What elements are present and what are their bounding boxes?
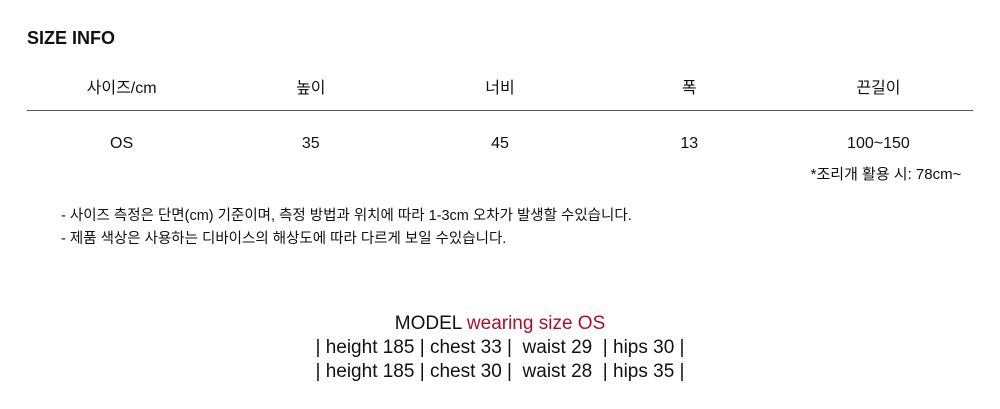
- cell-depth: 13: [680, 135, 699, 152]
- section-title: SIZE INFO: [27, 28, 116, 48]
- header-height: 높이: [296, 80, 326, 97]
- model-label: MODEL: [394, 313, 462, 334]
- note: - 사이즈 측정은 단면(cm) 기준이며, 측정 방법과 위치에 따라 1-3…: [61, 208, 632, 224]
- cell-size: OS: [110, 135, 134, 152]
- divider: [27, 110, 973, 111]
- header-width: 너비: [485, 80, 515, 97]
- header-strap: 끈길이: [856, 80, 901, 97]
- cell-height: 35: [301, 135, 320, 152]
- notes: - 사이즈 측정은 단면(cm) 기준이며, 측정 방법과 위치에 따라 1-3…: [61, 205, 632, 251]
- table-header: 사이즈/cm 높이 너비 폭 끈길이: [27, 74, 973, 98]
- header-size: 사이즈/cm: [86, 80, 157, 97]
- model-line: | height 185 | chest 33 | waist 29 | hip…: [315, 337, 685, 358]
- model-info: MODEL wearing size OS | height 185 | che…: [0, 312, 1000, 384]
- cell-width: 45: [491, 135, 509, 152]
- model-line: | height 185 | chest 30 | waist 28 | hip…: [315, 361, 685, 382]
- strap-note: *조리개 활용 시: 78cm~: [810, 166, 962, 183]
- model-wearing: wearing size OS: [466, 313, 606, 334]
- cell-strap: 100~150: [847, 135, 910, 152]
- note: - 제품 색상은 사용하는 디바이스의 해상도에 따라 다르게 보일 수있습니다…: [61, 231, 507, 247]
- header-depth: 폭: [681, 80, 697, 97]
- table-row: OS 35 45 13 100~150: [27, 135, 973, 153]
